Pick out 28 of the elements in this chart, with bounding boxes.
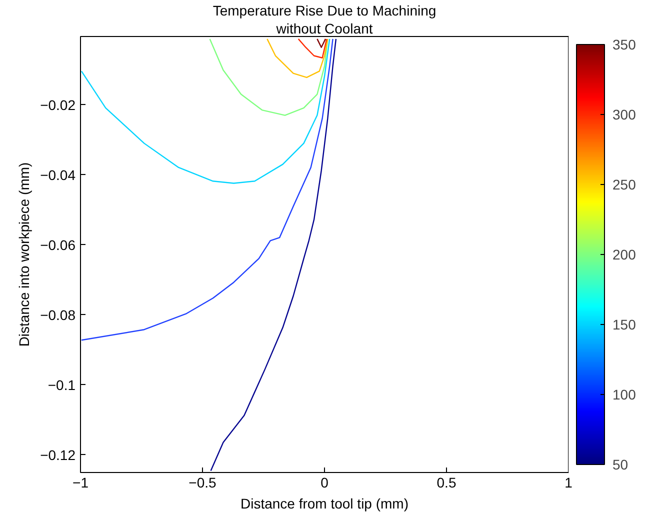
- color-bar-label: 100: [612, 386, 636, 402]
- y-tick-label: −0.02: [40, 96, 76, 113]
- color-bar-label: 250: [612, 176, 636, 192]
- color-bar-label: 150: [612, 316, 636, 332]
- y-tick-label: −0.06: [40, 236, 76, 253]
- y-tick-label: −0.04: [40, 166, 76, 183]
- x-tick-label: −0.5: [188, 474, 217, 490]
- y-axis-title: Distance into workpiece (mm): [16, 162, 32, 347]
- x-tick-label: 0: [320, 474, 329, 490]
- line-series: [80, 38, 330, 184]
- color-bar-label: 50: [612, 456, 628, 472]
- line-series: [266, 38, 328, 78]
- line-series: [209, 38, 328, 116]
- color-bar-label: 350: [612, 36, 636, 52]
- x-tick-label: 0.5: [436, 474, 456, 490]
- chart-subtitle: without Coolant: [275, 20, 373, 36]
- line-series: [298, 38, 328, 58]
- color-bar-label: 300: [612, 106, 636, 122]
- chart-title: Temperature Rise Due to Machining: [212, 2, 436, 18]
- line-series: [80, 38, 334, 341]
- x-tick-label: −1: [72, 474, 89, 490]
- color-bar-label: 200: [612, 246, 636, 262]
- y-tick-label: −0.1: [48, 376, 76, 393]
- y-tick-label: −0.08: [40, 306, 76, 323]
- x-tick-label: 1: [564, 474, 573, 490]
- x-axis-title: Distance from tool tip (mm): [240, 496, 409, 512]
- line-series: [210, 38, 337, 472]
- y-tick-label: −0.12: [40, 446, 76, 463]
